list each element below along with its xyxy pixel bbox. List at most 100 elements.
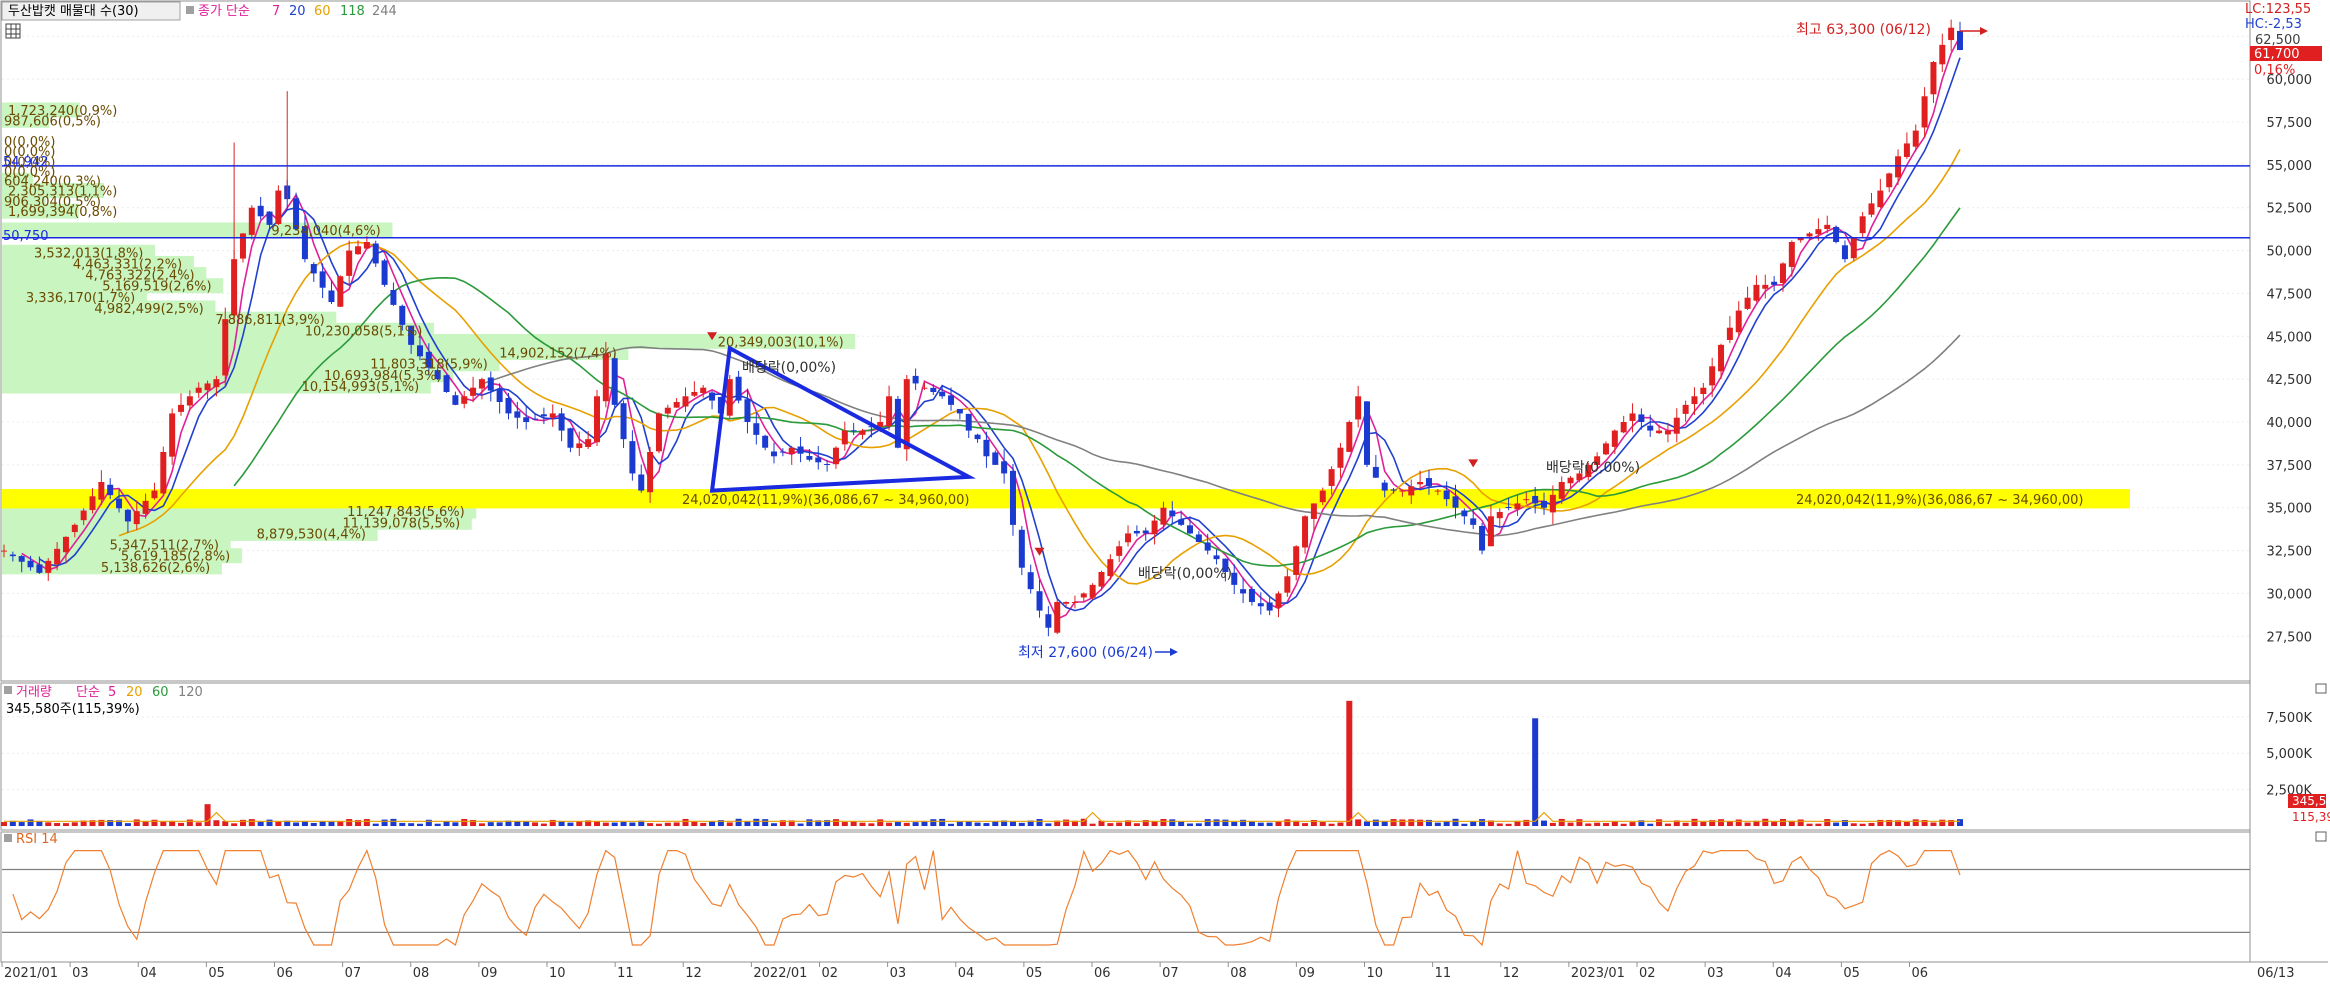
time-tick-label: 05 xyxy=(208,966,225,981)
time-tick-label: 04 xyxy=(1775,966,1792,981)
support-resistance-lines xyxy=(2,165,2250,239)
candle-body xyxy=(709,392,716,401)
volume-bar xyxy=(1346,700,1353,826)
candle-body xyxy=(1673,417,1680,434)
candle-body xyxy=(983,439,990,457)
candle-body xyxy=(416,345,423,357)
volume-profile-label: 1,723,240(0,9%) xyxy=(8,104,117,119)
volume-bar xyxy=(1700,821,1707,826)
time-tick-label: 03 xyxy=(72,966,89,981)
volume-bar xyxy=(1018,822,1025,826)
candle-body xyxy=(80,510,87,521)
volume-bar xyxy=(965,821,972,826)
candle-body xyxy=(1930,62,1937,95)
candle-body xyxy=(1319,490,1326,503)
candle-body xyxy=(797,446,804,454)
candle-body xyxy=(1,550,7,552)
panel-title-box[interactable] xyxy=(1,1,181,21)
volume-bar xyxy=(231,823,238,826)
volume-bar xyxy=(89,820,96,826)
time-axis: 2021/01 03 04 05 06 07 08 09 10 11 12 2022/01 02 03 04… xyxy=(1,962,2294,981)
volume-profile-label: 4,463,331(2,2%) xyxy=(73,257,182,272)
price-tick-label: 47,500 xyxy=(2267,287,2313,302)
candle-body xyxy=(664,407,671,414)
volume-bar xyxy=(1549,822,1556,826)
volume-bar xyxy=(567,822,574,826)
candle-body xyxy=(1302,516,1309,548)
rsi-legend-marker[interactable] xyxy=(4,834,12,842)
candle-body xyxy=(178,404,185,412)
volume-profile-label: 4,982,499(2,5%) xyxy=(94,302,203,317)
candle-body xyxy=(505,398,512,414)
rsi-panel-maximize-button[interactable] xyxy=(2315,831,2327,842)
volume-bar xyxy=(1089,823,1096,826)
volume-bar xyxy=(1815,823,1822,826)
candle-body xyxy=(1895,156,1902,178)
candle-body xyxy=(1886,173,1893,188)
volume-bar xyxy=(186,819,193,826)
volume-bar xyxy=(912,822,919,826)
volume-bar xyxy=(771,823,778,826)
candle-body xyxy=(1284,576,1291,593)
volume-bar xyxy=(1,822,7,826)
volume-bar xyxy=(1788,820,1795,826)
volume-ma-line xyxy=(4,811,1960,822)
candle-body xyxy=(1054,602,1061,633)
volume-bar xyxy=(673,822,680,826)
price-tick-label: 45,000 xyxy=(2267,330,2313,345)
candle-body xyxy=(1629,413,1636,421)
candle-body xyxy=(1841,245,1848,260)
volume-bar xyxy=(1027,820,1034,826)
candle-body xyxy=(1018,529,1025,568)
ma-legend-marker[interactable] xyxy=(186,6,194,14)
volume-bar xyxy=(841,822,848,826)
time-tick-label: 11 xyxy=(1435,966,1452,981)
volume-bar xyxy=(487,822,494,826)
volume-bar xyxy=(452,822,459,826)
volume-bar xyxy=(195,822,202,826)
volume-bar xyxy=(1178,821,1185,826)
time-tick-label: 04 xyxy=(140,966,157,981)
candle-body xyxy=(89,496,96,511)
volume-bar xyxy=(1240,819,1247,826)
volume-bar xyxy=(638,820,645,826)
candle-body xyxy=(1399,490,1406,492)
candle-body xyxy=(1310,503,1317,519)
volume-bar xyxy=(1001,820,1008,826)
lc-label: LC:123,55 xyxy=(2245,2,2311,17)
volume-bar xyxy=(239,819,246,826)
volume-bar xyxy=(629,822,636,826)
volume-profile-label: 0(0,0%) xyxy=(4,165,55,180)
time-tick-label: 2021/01 xyxy=(4,966,58,981)
volume-bar xyxy=(363,819,370,826)
highlight-band-label: 24,020,042(11,9%)(36,086,67 ~ 34,960,00) xyxy=(1796,493,2084,508)
volume-bar xyxy=(1753,820,1760,826)
volume-bar xyxy=(992,821,999,826)
volume-bar xyxy=(1222,819,1229,826)
candle-body xyxy=(231,259,238,316)
volume-bar xyxy=(1417,819,1424,826)
candle-body xyxy=(248,207,255,235)
candle-body xyxy=(1425,478,1432,487)
volume-bar xyxy=(974,822,981,826)
candle-body xyxy=(399,305,406,325)
candle-body xyxy=(381,260,388,285)
candle-body xyxy=(470,387,477,396)
grid-icon[interactable] xyxy=(5,23,21,39)
volume-legend-marker[interactable] xyxy=(4,686,12,694)
volume-panel-maximize-button[interactable] xyxy=(2315,683,2327,694)
candle-body xyxy=(886,396,893,427)
candle-body xyxy=(948,395,955,405)
candle-body xyxy=(1868,203,1875,215)
candle-body xyxy=(1496,512,1503,519)
volume-badge xyxy=(2288,794,2326,808)
candle-body xyxy=(390,289,397,305)
volume-bar xyxy=(753,818,760,826)
volume-bar xyxy=(1833,822,1840,826)
candle-body xyxy=(771,451,778,457)
time-tick-label: 02 xyxy=(1639,966,1656,981)
candle-body xyxy=(841,430,848,445)
candle-body xyxy=(1815,229,1822,235)
candle-body xyxy=(1656,430,1663,434)
